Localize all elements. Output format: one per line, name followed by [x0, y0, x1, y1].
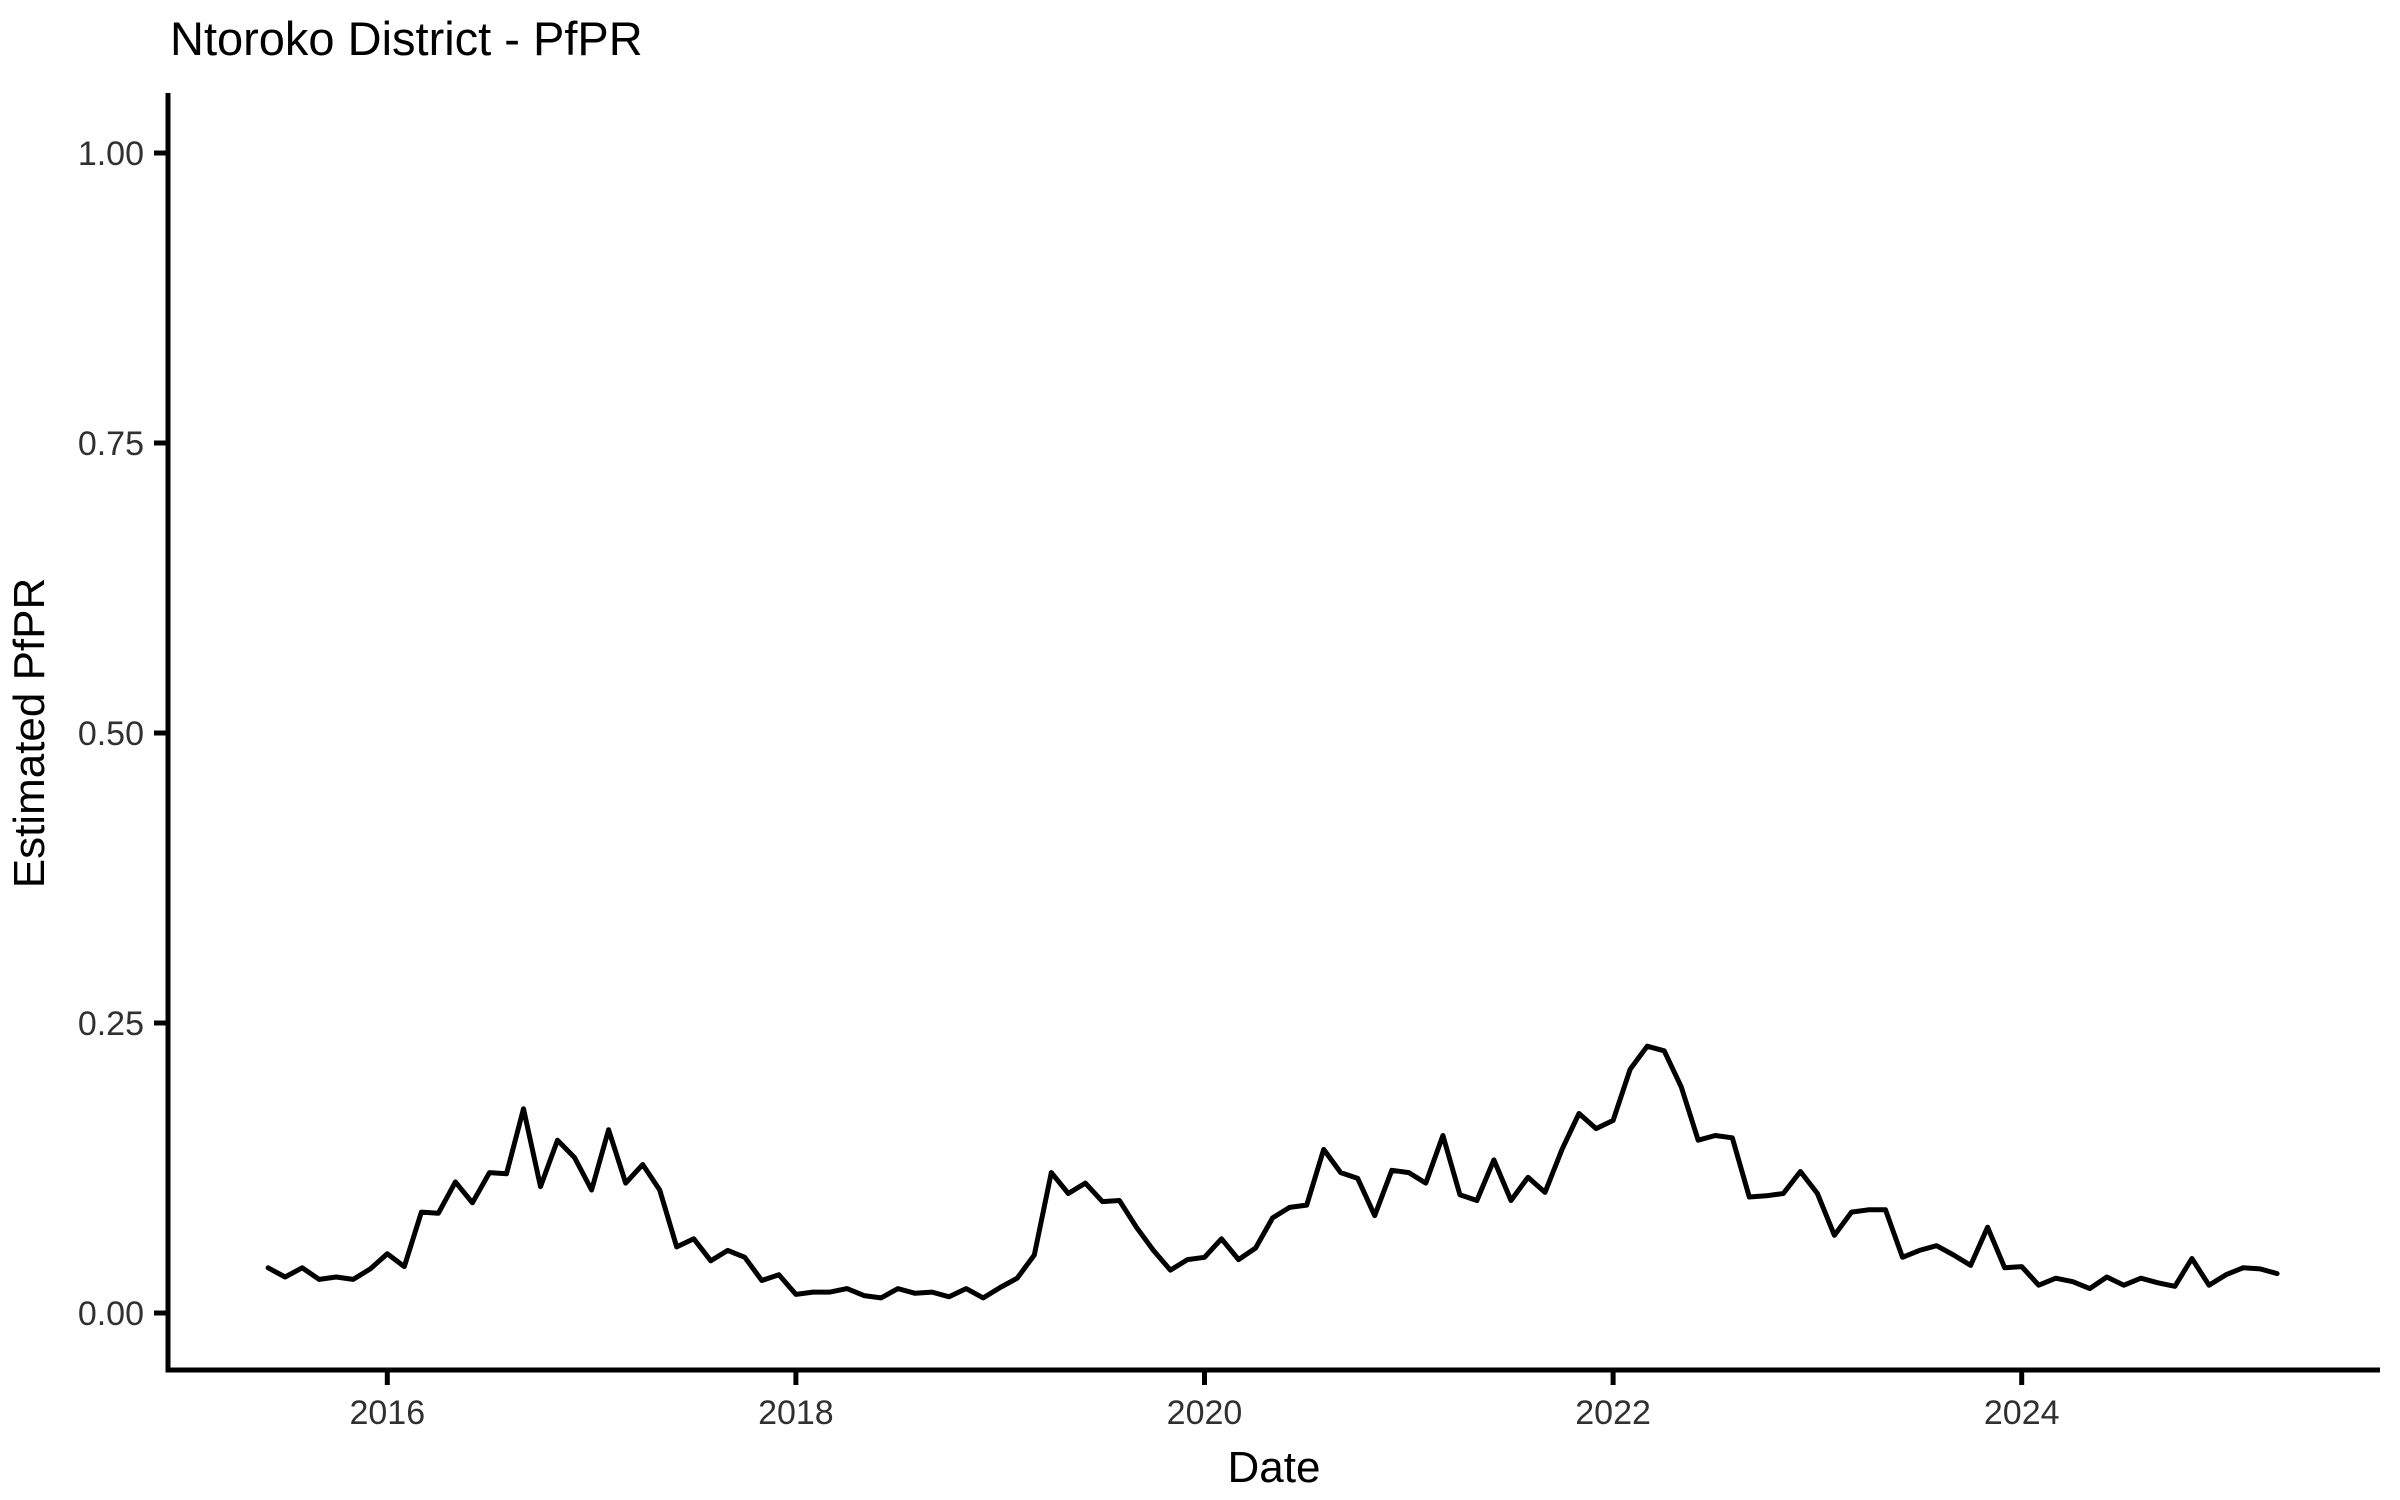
y-tick-label: 0.50: [78, 715, 144, 753]
y-tick-label: 0.00: [78, 1295, 144, 1333]
y-tick-label: 1.00: [78, 135, 144, 173]
x-tick-label: 2024: [1984, 1394, 2060, 1432]
x-axis-title: Date: [1228, 1443, 1321, 1492]
y-tick-label: 0.25: [78, 1005, 144, 1043]
chart-title: Ntoroko District - PfPR: [170, 12, 643, 65]
x-tick-label: 2020: [1167, 1394, 1243, 1432]
x-tick-label: 2016: [349, 1394, 425, 1432]
pfpr-series-line: [265, 1043, 2280, 1301]
y-tick-label: 0.75: [78, 425, 144, 463]
y-axis-ticks: 0.00 0.25 0.50 0.75 1.00: [78, 135, 168, 1333]
y-axis-title: Estimated PfPR: [5, 578, 54, 889]
x-axis-ticks: 2016 2018 2020 2022 2024: [349, 1370, 2060, 1432]
x-tick-label: 2018: [758, 1394, 834, 1432]
x-tick-label: 2022: [1575, 1394, 1651, 1432]
